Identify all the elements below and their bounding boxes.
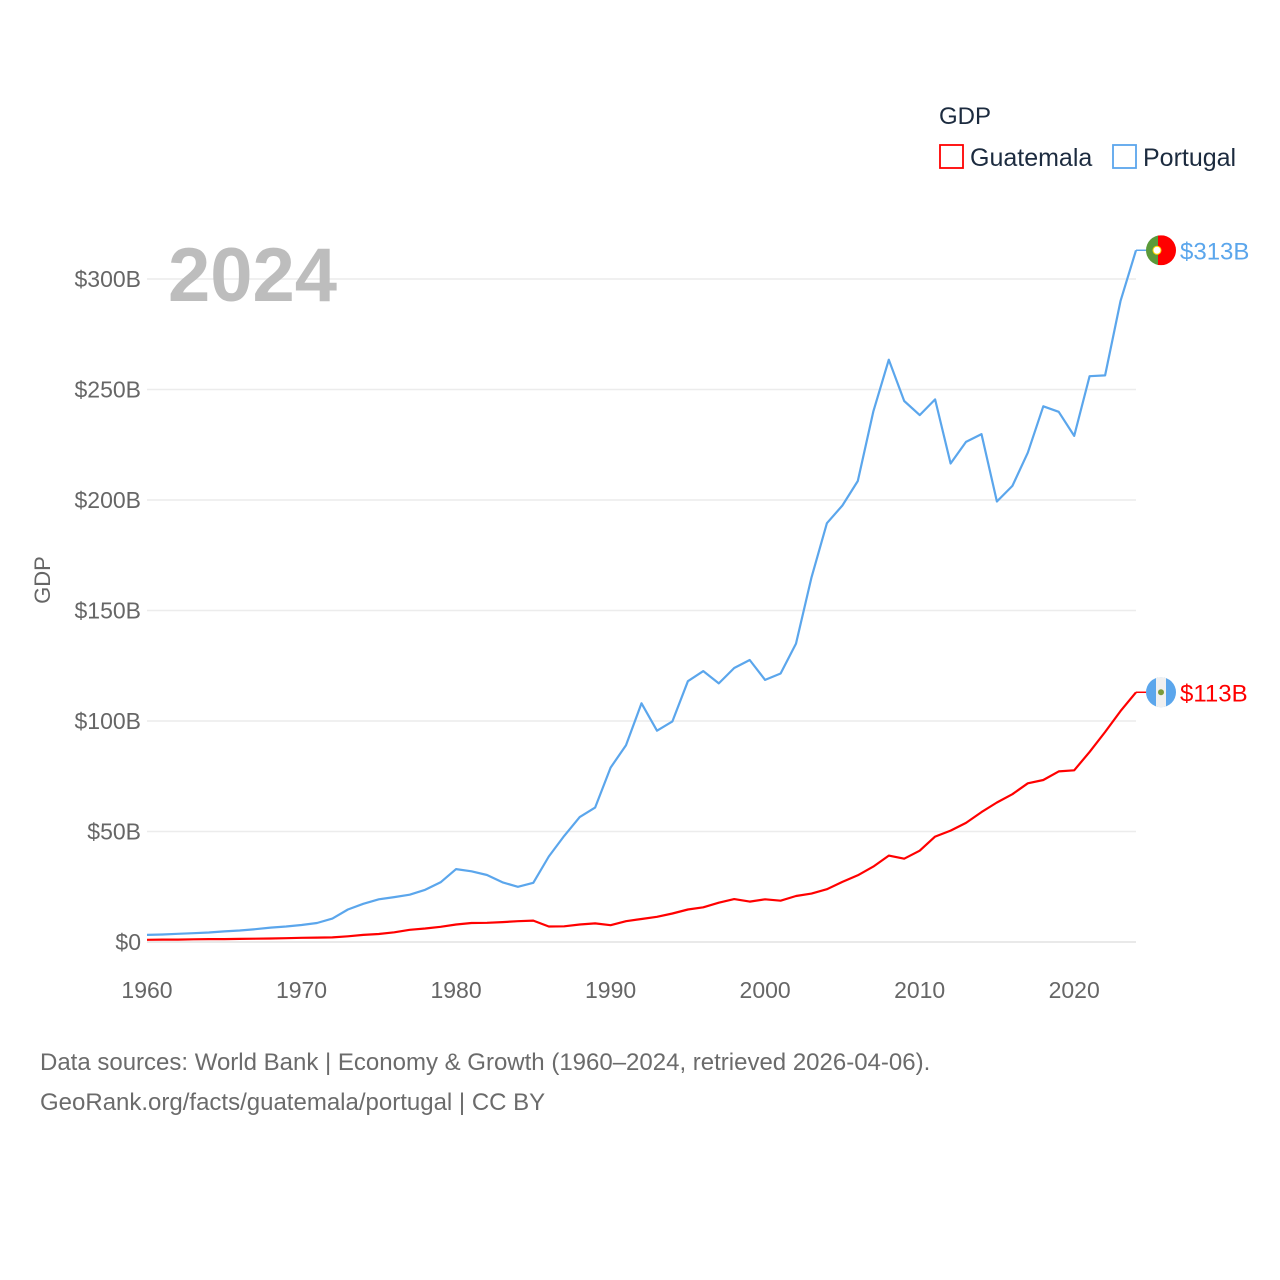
legend-label-guatemala: Guatemala bbox=[970, 144, 1092, 172]
flag-green bbox=[1146, 235, 1158, 266]
flag-red bbox=[1158, 235, 1176, 266]
y-tick-label: $250B bbox=[74, 377, 141, 403]
flag-emblem bbox=[1158, 689, 1164, 696]
x-tick-label: 1960 bbox=[121, 977, 172, 1003]
footer-sources: Data sources: World Bank | Economy & Gro… bbox=[40, 1049, 931, 1076]
legend-label-portugal: Portugal bbox=[1143, 144, 1236, 172]
y-tick-label: $300B bbox=[74, 266, 141, 292]
y-tick-label: $150B bbox=[74, 598, 141, 624]
end-value-label: $313B bbox=[1180, 238, 1249, 265]
legend: GDP Guatemala Portugal bbox=[939, 103, 1236, 172]
flag-emblem bbox=[1152, 245, 1162, 255]
gridlines bbox=[147, 278, 1136, 943]
y-tick-label: $100B bbox=[74, 708, 141, 734]
x-tick-label: 2000 bbox=[740, 977, 791, 1003]
series-lines: $113B $313B bbox=[146, 235, 1249, 941]
x-tick-label: 1990 bbox=[585, 977, 636, 1003]
x-tick-label: 2020 bbox=[1049, 977, 1100, 1003]
end-value-label: $113B bbox=[1180, 680, 1248, 707]
x-axis-ticks: 1960 1970 1980 1990 2000 2010 2020 bbox=[121, 977, 1099, 1003]
chart-title-year: 2024 bbox=[168, 233, 337, 318]
legend-title: GDP bbox=[939, 103, 991, 130]
footer: Data sources: World Bank | Economy & Gro… bbox=[40, 1043, 930, 1123]
y-tick-label: $200B bbox=[74, 487, 141, 513]
x-tick-label: 1980 bbox=[430, 977, 481, 1003]
footer-attribution[interactable]: GeoRank.org/facts/guatemala/portugal | C… bbox=[40, 1089, 546, 1116]
x-tick-label: 1970 bbox=[276, 977, 327, 1003]
portugal-flag-icon bbox=[1146, 235, 1176, 266]
y-tick-label: $50B bbox=[87, 819, 141, 845]
y-axis-label: GDP bbox=[30, 556, 55, 604]
y-axis-ticks: $0 $50B $100B $150B $200B $250B $300B bbox=[74, 266, 141, 955]
guatemala-flag-icon bbox=[1146, 677, 1176, 708]
series-line-portugal bbox=[146, 249, 1138, 936]
y-tick-label: $0 bbox=[115, 929, 141, 955]
legend-swatch-portugal bbox=[1112, 144, 1137, 169]
legend-swatch-guatemala bbox=[939, 144, 964, 169]
series-line-guatemala bbox=[146, 691, 1137, 941]
x-tick-label: 2010 bbox=[894, 977, 945, 1003]
